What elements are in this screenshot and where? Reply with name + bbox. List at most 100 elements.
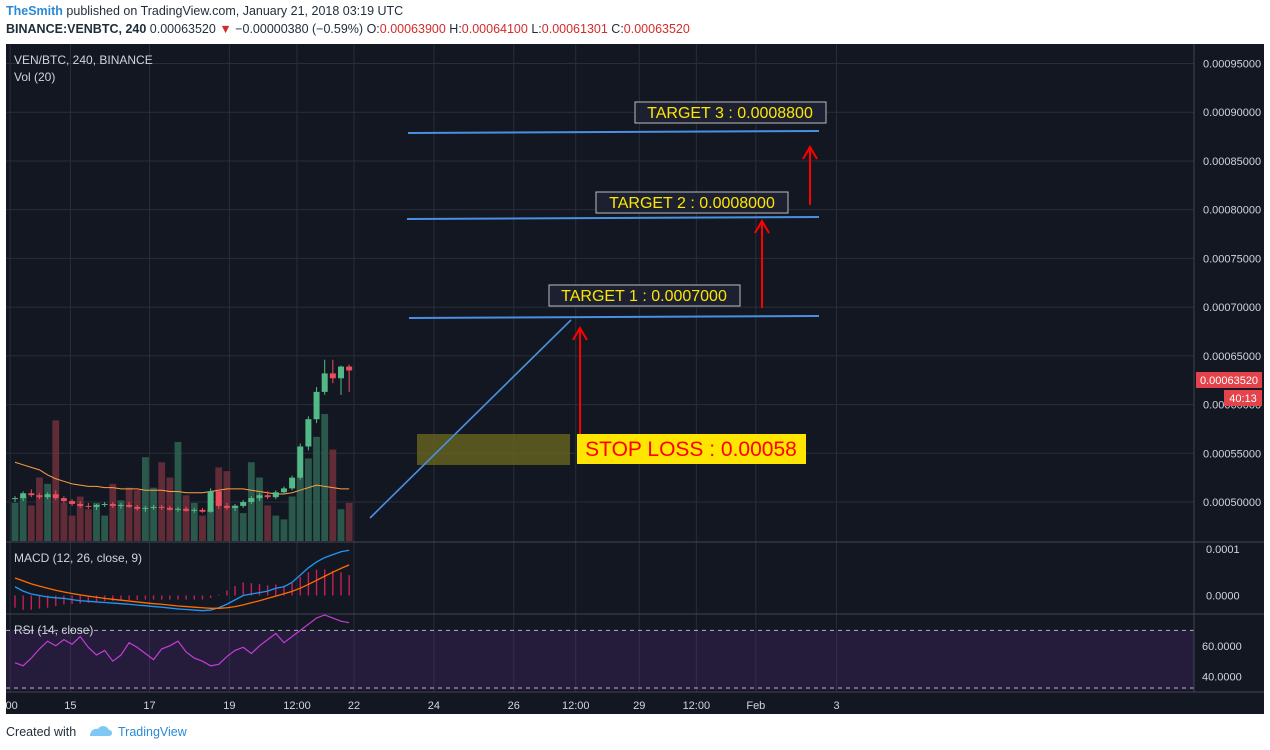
signal-line: [14, 564, 350, 609]
price-tick-label: 0.00075000: [1203, 253, 1261, 265]
candle: [117, 504, 124, 506]
target-line-3[interactable]: [407, 130, 820, 134]
candle: [280, 488, 287, 493]
author-link[interactable]: TheSmith: [6, 4, 63, 18]
target-3-label[interactable]: TARGET 3 : 0.0008800: [647, 105, 813, 122]
volume-bar: [44, 483, 51, 541]
tradingview-logo-icon[interactable]: [88, 724, 114, 738]
candle: [346, 366, 353, 371]
open-value: 0.00063900: [379, 22, 446, 36]
candle: [12, 498, 18, 500]
candle: [207, 491, 214, 512]
rsi-band: [6, 630, 1194, 690]
volume-bar: [52, 420, 60, 541]
candle: [85, 505, 92, 507]
candle: [166, 507, 173, 510]
candle: [60, 498, 67, 502]
volume-bar: [84, 509, 92, 541]
candles[interactable]: [12, 359, 353, 513]
stop-loss-label[interactable]: STOP LOSS : 0.00058: [585, 438, 797, 461]
trend-line[interactable]: [369, 319, 572, 519]
candle: [150, 506, 157, 508]
candle: [289, 477, 296, 489]
footer: Created with TradingView: [0, 714, 1270, 750]
drawings[interactable]: TARGET 1 : 0.0007000 TARGET 2 : 0.000800…: [369, 101, 827, 519]
volume-bar: [256, 477, 263, 541]
candle: [329, 373, 336, 379]
change-down-icon: ▼: [219, 22, 232, 36]
target-1-label[interactable]: TARGET 1 : 0.0007000: [561, 288, 727, 305]
candle: [93, 504, 100, 507]
target-line-2[interactable]: [406, 216, 820, 220]
low-value: 0.00061301: [541, 22, 608, 36]
volume-bar: [313, 436, 320, 541]
volume-bar: [345, 502, 353, 541]
published-text: published on TradingView.com, January 21…: [62, 4, 404, 18]
candle: [272, 492, 279, 498]
volume-bar: [27, 505, 35, 541]
volume-bar: [239, 513, 247, 541]
created-with-text: Created with: [6, 725, 77, 739]
volume-bar: [11, 502, 19, 541]
price-tick-label: 0.00085000: [1203, 156, 1261, 168]
candle: [77, 503, 84, 506]
axes: 0.000500000.000550000.000600000.00065000…: [2, 44, 1264, 712]
volume-bar: [272, 515, 280, 541]
macd-legend: MACD (12, 26, close, 9): [14, 551, 142, 565]
volume-bar: [150, 487, 157, 541]
candle: [338, 366, 344, 379]
candle: [44, 494, 51, 498]
candle: [36, 495, 43, 498]
candle: [69, 501, 76, 504]
volume-bar: [60, 502, 68, 541]
candle: [305, 419, 312, 447]
close-label: C:: [611, 22, 624, 36]
rsi-pane: [6, 614, 1194, 690]
target-line-1[interactable]: [408, 315, 820, 319]
volume-bar: [158, 462, 166, 541]
last-price-badge: [1196, 372, 1262, 388]
target-2-label[interactable]: TARGET 2 : 0.0008000: [609, 195, 775, 212]
rsi-legend: RSI (14, close): [14, 623, 93, 637]
volume-bar: [280, 519, 288, 541]
symbol-name: BINANCE:VENBTC, 240: [6, 22, 147, 36]
price-tick-label: 0.00065000: [1203, 351, 1261, 363]
candle: [321, 373, 328, 392]
volume-bar: [288, 496, 296, 541]
tradingview-link[interactable]: TradingView: [118, 725, 187, 739]
rsi-line: [14, 614, 350, 667]
time-tick-label: 12:00: [683, 700, 711, 712]
stop-loss-zone[interactable]: [417, 434, 570, 465]
volume-bar: [68, 515, 76, 541]
chart-canvas[interactable]: TARGET 1 : 0.0007000 TARGET 2 : 0.000800…: [2, 44, 1264, 714]
candle: [264, 495, 271, 498]
candle: [232, 505, 239, 508]
candle: [142, 507, 149, 509]
volume-bar: [133, 490, 141, 541]
volume-bar: [337, 509, 345, 541]
candle: [215, 491, 222, 506]
time-tick-label: 12:00: [562, 700, 590, 712]
arrow-up-icon: [754, 219, 770, 308]
price-tick-label: 0.00095000: [1203, 58, 1261, 70]
price-tick-label: 0.00055000: [1203, 448, 1261, 460]
candle: [248, 498, 255, 503]
volume-bar: [199, 515, 206, 541]
chart-area[interactable]: TARGET 1 : 0.0007000 TARGET 2 : 0.000800…: [2, 44, 1264, 714]
candle: [158, 506, 165, 508]
time-tick-label: 29: [633, 700, 645, 712]
volume-bar: [207, 509, 214, 541]
volume-ma-line: [14, 461, 350, 495]
volume-bar: [305, 458, 312, 541]
price-tick-label: 0.00070000: [1203, 302, 1261, 314]
volume-bar: [76, 496, 84, 541]
time-tick-label: 17: [143, 700, 155, 712]
candle: [199, 509, 206, 512]
volume-bar: [182, 495, 190, 541]
volume-bar: [329, 449, 337, 541]
chart-header: TheSmith published on TradingView.com, J…: [0, 0, 1270, 44]
candle: [175, 508, 181, 510]
grid: [6, 44, 1194, 692]
candle: [20, 493, 27, 499]
price-change: −0.00000380 (−0.59%): [235, 22, 364, 36]
